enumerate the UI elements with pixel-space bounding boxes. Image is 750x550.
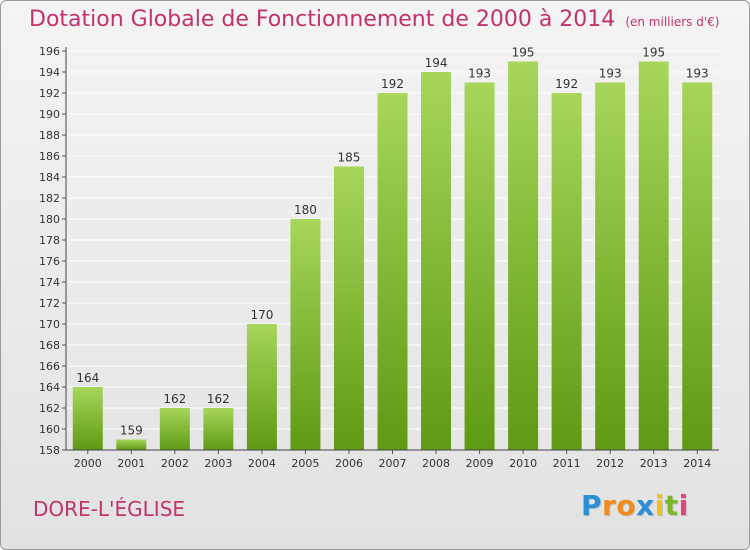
x-tick-label: 2013 — [640, 457, 668, 470]
y-tick-label: 158 — [39, 444, 60, 457]
brand-letter: i — [678, 489, 689, 522]
data-labels: 164 159 162 162 170 180 185 192 194 193 195 192 193 1… — [76, 46, 708, 438]
y-tick-label: 194 — [39, 66, 60, 79]
y-tick-label: 170 — [39, 318, 60, 331]
data-label: 193 — [686, 67, 709, 81]
bar-2000 — [72, 387, 103, 450]
bar-2004 — [246, 324, 277, 450]
y-tick-label: 168 — [39, 339, 60, 352]
data-label: 162 — [207, 392, 230, 406]
y-tick-label: 188 — [39, 129, 60, 142]
data-label: 159 — [120, 424, 143, 438]
axes — [65, 47, 719, 451]
x-tick-label: 2011 — [553, 457, 581, 470]
data-label: 193 — [468, 67, 491, 81]
bar-2003 — [203, 408, 234, 450]
bar-2009 — [464, 82, 495, 450]
x-tick-label: 2000 — [74, 457, 102, 470]
data-label: 192 — [555, 77, 578, 91]
commune-name: DORE-L'ÉGLISE — [33, 497, 186, 521]
bar-2011 — [551, 93, 582, 450]
bar-2007 — [377, 93, 408, 450]
x-tick-label: 2009 — [466, 457, 494, 470]
brand-letter: x — [636, 489, 655, 522]
data-label: 193 — [599, 67, 622, 81]
chart-subtitle: (en milliers d'€) — [625, 15, 720, 29]
bar-2008 — [421, 72, 452, 450]
x-tick-label: 2006 — [335, 457, 363, 470]
brand-letter: o — [616, 489, 637, 522]
y-tick-label: 182 — [39, 192, 60, 205]
x-tick-label: 2012 — [596, 457, 624, 470]
bar-2012 — [595, 82, 626, 450]
data-label: 194 — [425, 56, 448, 70]
data-label: 162 — [163, 392, 186, 406]
bar-2006 — [333, 166, 364, 450]
y-tick-label: 176 — [39, 255, 60, 268]
bars — [72, 61, 713, 450]
y-tick-label: 186 — [39, 150, 60, 163]
data-label: 164 — [76, 371, 99, 385]
bar-2001 — [116, 439, 147, 450]
x-axis-ticks: 2000 2001 2002 2003 2004 2005 2006 2007 2008 2009… — [74, 450, 711, 470]
y-tick-label: 196 — [39, 45, 60, 58]
y-tick-label: 160 — [39, 423, 60, 436]
bar-2013 — [638, 61, 669, 450]
brand-logo: Proxiti — [581, 489, 689, 522]
x-tick-label: 2008 — [422, 457, 450, 470]
x-tick-label: 2007 — [379, 457, 407, 470]
x-tick-label: 2004 — [248, 457, 276, 470]
y-tick-label: 174 — [39, 276, 60, 289]
data-label: 195 — [512, 46, 535, 60]
y-tick-label: 184 — [39, 171, 60, 184]
y-tick-label: 162 — [39, 402, 60, 415]
chart-title: Dotation Globale de Fonctionnement de 20… — [29, 7, 719, 32]
brand-letter: P — [581, 489, 603, 522]
x-tick-label: 2005 — [291, 457, 319, 470]
x-tick-label: 2010 — [509, 457, 537, 470]
x-tick-label: 2003 — [204, 457, 232, 470]
y-tick-label: 164 — [39, 381, 60, 394]
bar-2014 — [682, 82, 713, 450]
y-tick-label: 178 — [39, 234, 60, 247]
x-tick-label: 2001 — [117, 457, 145, 470]
x-tick-label: 2014 — [683, 457, 711, 470]
data-label: 195 — [642, 46, 665, 60]
brand-letter: i — [654, 489, 665, 522]
data-label: 180 — [294, 203, 317, 217]
data-label: 170 — [250, 308, 273, 322]
data-label: 192 — [381, 77, 404, 91]
data-label: 185 — [338, 151, 361, 165]
y-tick-label: 172 — [39, 297, 60, 310]
y-tick-label: 192 — [39, 87, 60, 100]
y-tick-label: 166 — [39, 360, 60, 373]
x-tick-label: 2002 — [161, 457, 189, 470]
bar-2010 — [508, 61, 539, 450]
bar-2002 — [159, 408, 190, 450]
y-tick-label: 180 — [39, 213, 60, 226]
bar-2005 — [290, 219, 321, 450]
brand-letter: t — [664, 489, 679, 522]
y-tick-label: 190 — [39, 108, 60, 121]
chart-title-text: Dotation Globale de Fonctionnement de 20… — [29, 7, 616, 32]
y-axis-ticks: 158 160 162 164 166 168 170 172 174 176 178 180 182 1… — [39, 45, 66, 457]
brand-letter: r — [602, 489, 617, 522]
